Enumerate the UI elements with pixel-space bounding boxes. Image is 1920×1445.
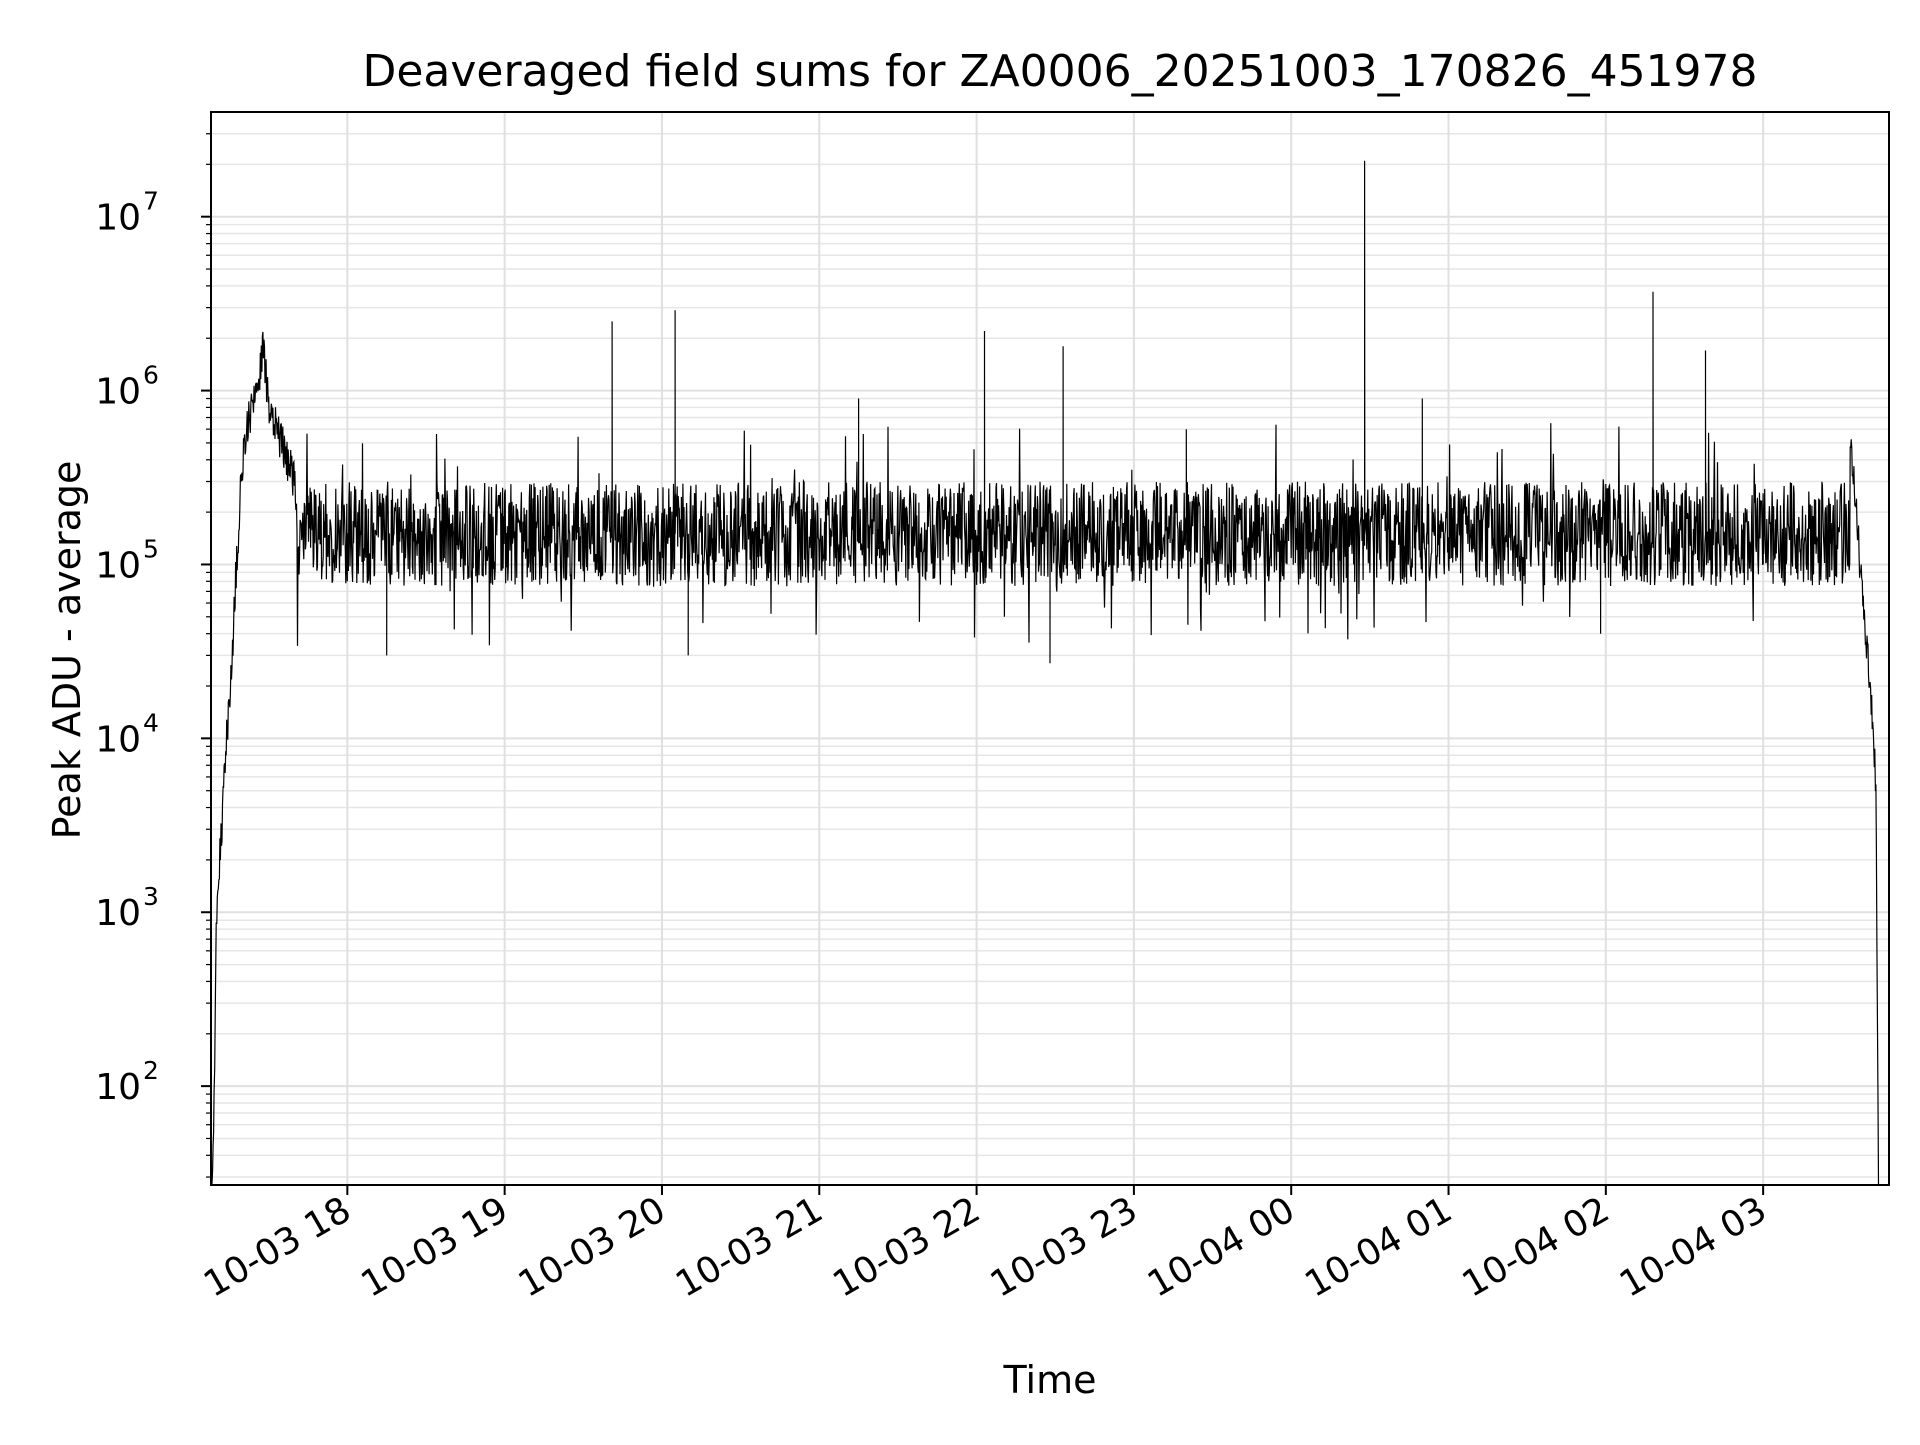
y-tick-label: 10 xyxy=(95,372,141,413)
x-tick-label: 10-03 22 xyxy=(826,1189,987,1305)
x-tick-label: 10-03 18 xyxy=(197,1189,358,1305)
chart-title: Deaveraged field sums for ZA0006_2025100… xyxy=(362,46,1757,97)
x-tick-label: 10-04 00 xyxy=(1141,1189,1302,1305)
y-tick-label: 10 xyxy=(95,198,141,239)
x-tick-label: 10-03 23 xyxy=(984,1189,1145,1305)
series-line xyxy=(210,160,1880,1186)
x-tick-label: 10-03 21 xyxy=(669,1189,830,1305)
y-tick-exponent: 4 xyxy=(143,708,159,737)
y-tick-exponent: 2 xyxy=(143,1056,159,1085)
y-tick-exponent: 7 xyxy=(143,187,159,216)
y-tick-label: 10 xyxy=(95,545,141,586)
y-tick-exponent: 5 xyxy=(143,534,159,563)
plot-frame xyxy=(210,111,1890,1186)
y-tick-exponent: 6 xyxy=(143,361,159,390)
x-tick-label: 10-04 01 xyxy=(1298,1189,1459,1305)
y-tick-label: 10 xyxy=(95,719,141,760)
y-tick-label: 10 xyxy=(95,1067,141,1108)
x-tick-label: 10-04 02 xyxy=(1456,1189,1617,1305)
x-tick-label: 10-03 20 xyxy=(512,1189,673,1305)
x-tick-label: 10-04 03 xyxy=(1613,1189,1774,1305)
x-tick-label: 10-03 19 xyxy=(354,1189,515,1305)
y-axis-label: Peak ADU - average xyxy=(45,461,89,840)
y-tick-label: 10 xyxy=(95,893,141,934)
x-axis-label: Time xyxy=(1003,1358,1097,1402)
y-tick-exponent: 3 xyxy=(143,882,159,911)
